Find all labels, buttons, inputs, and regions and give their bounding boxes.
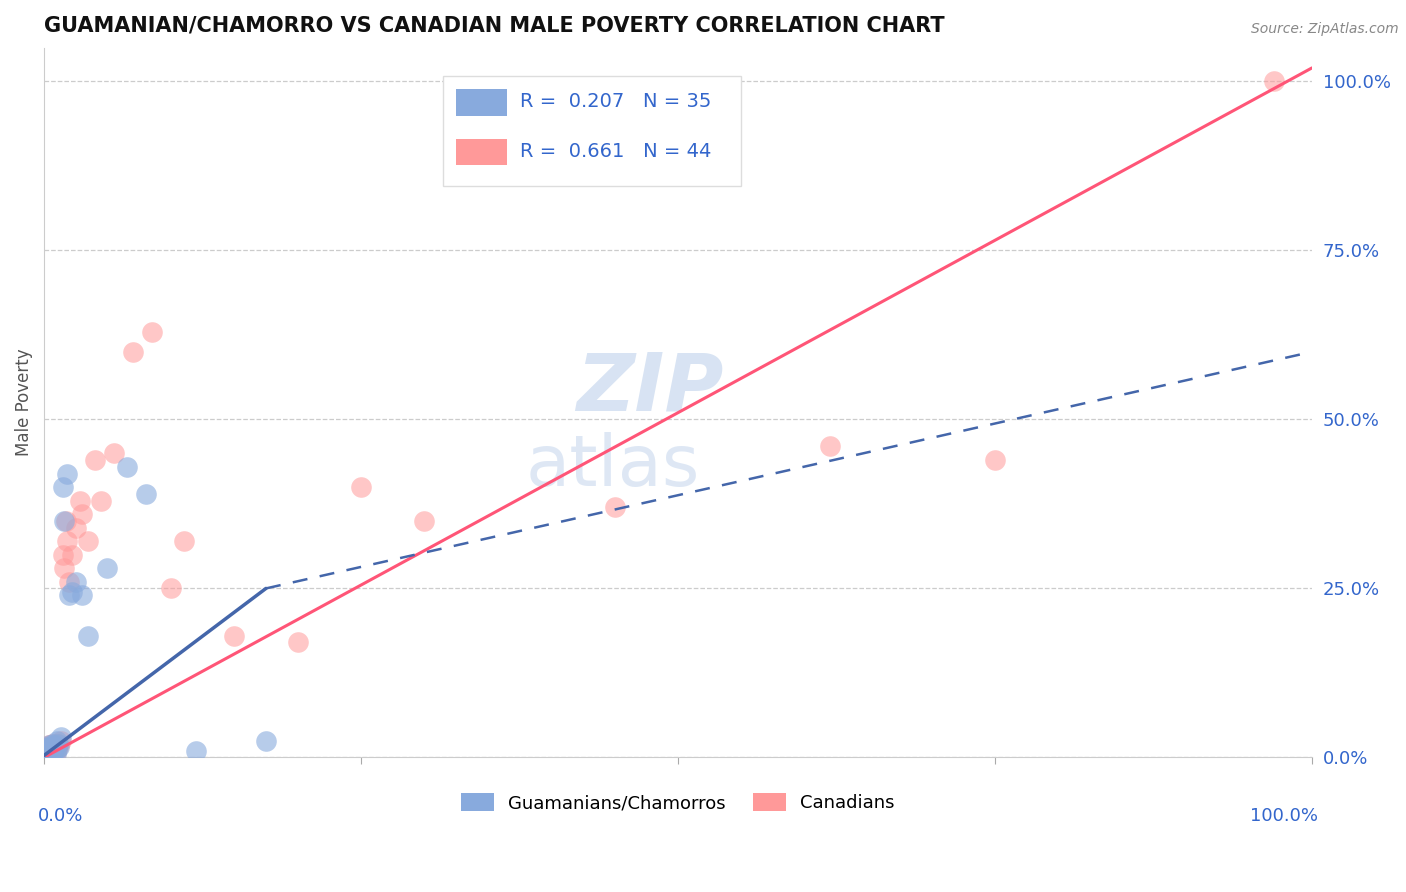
Point [52, 480, 75, 494]
Point [44, 740, 66, 755]
Point [44, 738, 66, 752]
Point [37, 747, 59, 761]
Point [65, 574, 87, 589]
Point [38, 738, 60, 752]
Point [35, 745, 58, 759]
Point [41, 747, 63, 761]
Point [38, 738, 60, 752]
Point [46, 737, 69, 751]
Text: ZIP: ZIP [576, 350, 724, 427]
Point [984, 453, 1007, 467]
Point [38, 742, 60, 756]
Point [350, 480, 373, 494]
Point [44, 747, 66, 761]
Point [39, 745, 62, 759]
Point [42, 744, 65, 758]
Point [77, 629, 100, 643]
Point [65, 520, 87, 534]
Text: Source: ZipAtlas.com: Source: ZipAtlas.com [1251, 22, 1399, 37]
Point [186, 744, 208, 758]
Bar [456, 89, 506, 116]
Point [37, 742, 59, 756]
Point [254, 733, 277, 747]
Text: R =  0.661   N = 44: R = 0.661 N = 44 [520, 142, 711, 161]
Point [45, 733, 67, 747]
Point [41, 742, 63, 756]
Point [603, 500, 626, 515]
Point [45, 742, 67, 756]
Point [90, 493, 112, 508]
Point [58, 588, 80, 602]
Point [53, 561, 76, 575]
Point [287, 635, 309, 649]
Point [224, 629, 246, 643]
Point [49, 733, 72, 747]
Point [818, 440, 841, 454]
Bar [456, 138, 506, 166]
Point [160, 582, 183, 596]
Point [121, 344, 143, 359]
Point [38, 744, 60, 758]
Point [39, 745, 62, 759]
Point [41, 737, 63, 751]
Point [37, 744, 59, 758]
Point [70, 507, 93, 521]
Point [83, 453, 105, 467]
Point [60, 548, 83, 562]
Point [70, 588, 93, 602]
Point [58, 574, 80, 589]
Point [49, 730, 72, 744]
Point [96, 561, 118, 575]
Point [34, 742, 56, 756]
Point [39, 740, 62, 755]
Point [34, 747, 56, 761]
Text: R =  0.207   N = 35: R = 0.207 N = 35 [520, 92, 711, 112]
Point [35, 740, 58, 755]
Text: atlas: atlas [526, 432, 700, 501]
Point [34, 747, 56, 761]
Point [42, 745, 65, 759]
Point [103, 446, 125, 460]
FancyBboxPatch shape [443, 76, 741, 186]
Point [55, 514, 77, 528]
Point [52, 548, 75, 562]
Point [77, 534, 100, 549]
Text: GUAMANIAN/CHAMORRO VS CANADIAN MALE POVERTY CORRELATION CHART: GUAMANIAN/CHAMORRO VS CANADIAN MALE POVE… [44, 15, 945, 35]
Point [45, 742, 67, 756]
Point [56, 467, 79, 481]
Point [48, 738, 70, 752]
Point [413, 514, 436, 528]
Point [48, 740, 70, 755]
Point [115, 459, 138, 474]
Legend: Guamanians/Chamorros, Canadians: Guamanians/Chamorros, Canadians [454, 786, 901, 820]
Point [42, 737, 65, 751]
Point [46, 737, 69, 751]
Point [135, 487, 157, 501]
Point [53, 514, 76, 528]
Point [69, 493, 91, 508]
Point [37, 747, 59, 761]
Point [56, 534, 79, 549]
Point [41, 747, 63, 761]
Point [34, 744, 56, 758]
Point [35, 745, 58, 759]
Point [173, 534, 195, 549]
Point [60, 584, 83, 599]
Point [44, 745, 66, 759]
Text: 100.0%: 100.0% [1250, 807, 1319, 825]
Point [39, 740, 62, 755]
Text: 0.0%: 0.0% [38, 807, 83, 825]
Point [141, 325, 163, 339]
Y-axis label: Male Poverty: Male Poverty [15, 349, 32, 457]
Point [35, 740, 58, 755]
Point [44, 744, 66, 758]
Point [1263, 74, 1285, 88]
